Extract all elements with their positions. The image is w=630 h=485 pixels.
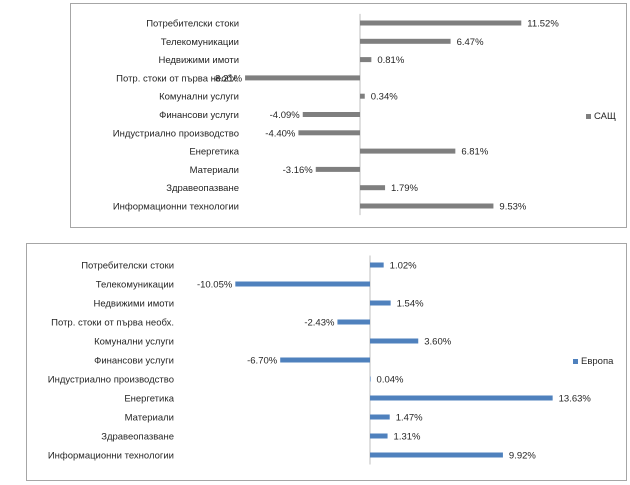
usa-legend-label: САЩ [594,111,616,122]
usa-value-label: 11.52% [527,19,559,30]
usa-category-label: Финансови услуги [159,110,239,121]
usa-category-label: Енергетика [189,147,239,158]
europe-category-label: Индустриално производство [48,375,174,386]
europe-category-label: Здравеопазване [101,432,174,443]
europe-category-label: Комунални услуги [94,337,174,348]
europe-bar [337,319,370,325]
usa-value-label: -3.16% [283,165,314,176]
usa-value-label: 0.81% [377,55,404,66]
usa-category-label: Индустриално производство [113,128,239,139]
chart-usa-svg: Потребителски стоки 11.52% Телекомуникации… [113,13,616,216]
europe-legend-label: Европа [581,356,614,367]
usa-category-label: Информационни технологии [113,202,239,213]
chart-europe: Потребителски стоки 1.02% Телекомуникации -… [26,243,627,481]
europe-category-label: Недвижими имоти [93,299,174,310]
usa-category-label: Комунални услуги [159,92,239,103]
usa-value-label: -4.40% [265,128,296,139]
usa-bar [302,112,360,117]
usa-bar [360,185,386,191]
europe-value-label: -2.43% [304,318,335,329]
usa-bar [360,203,494,209]
usa-value-label: 1.79% [391,183,418,194]
usa-category-label: Потр. стоки от първа необх. [116,73,239,84]
usa-bar [298,130,360,136]
chart-usa: Потребителски стоки 11.52% Телекомуникации… [70,3,627,228]
europe-bar [280,357,370,363]
europe-category-label: Телекомуникации [96,280,174,291]
usa-category-label: Недвижими имоти [158,55,239,66]
europe-bar [370,452,503,458]
europe-value-label: -6.70% [247,356,278,367]
europe-bar [370,433,388,439]
europe-category-label: Финансови услуги [94,356,174,367]
usa-category-label: Здравеопазване [166,183,239,194]
europe-value-label: 0.04% [377,375,404,386]
europe-value-label: 1.54% [397,299,424,310]
europe-value-label: 9.92% [509,451,536,462]
europe-value-label: 1.02% [390,261,417,272]
usa-bar [360,148,456,154]
europe-category-label: Потр. стоки от първа необх. [51,318,174,329]
europe-category-label: Информационни технологии [48,451,174,462]
europe-category-label: Материали [125,413,174,424]
europe-bar [370,262,384,268]
usa-value-label: 0.34% [371,92,398,103]
europe-bar [370,414,390,420]
usa-bar [360,38,451,44]
europe-bar [370,300,391,306]
usa-legend-swatch [586,114,591,119]
usa-category-label: Телекомуникации [161,37,239,48]
europe-value-label: 1.31% [394,432,421,443]
usa-bar [360,20,522,26]
europe-legend-swatch [573,359,578,364]
europe-value-label: 1.47% [396,413,423,424]
europe-bar [370,338,419,344]
usa-bar [245,75,360,81]
europe-bar [235,281,370,287]
europe-category-label: Потребителски стоки [81,261,174,272]
usa-bar [360,57,372,63]
usa-value-label: -4.09% [270,110,301,121]
europe-value-label: -10.05% [197,280,233,291]
usa-category-label: Потребителски стоки [146,19,239,30]
usa-value-label: 6.81% [461,147,488,158]
europe-bar [370,376,371,382]
europe-value-label: 3.60% [424,337,451,348]
europe-value-label: 13.63% [559,394,592,405]
usa-category-label: Материали [190,165,239,176]
usa-bar [315,166,360,172]
usa-value-label: -8.21% [212,73,243,84]
europe-bar [370,395,553,401]
usa-bar [360,93,365,99]
usa-value-label: 9.53% [499,202,526,213]
usa-value-label: 6.47% [457,37,484,48]
europe-category-label: Енергетика [124,394,174,405]
chart-europe-svg: Потребителски стоки 1.02% Телекомуникации -… [48,255,614,465]
